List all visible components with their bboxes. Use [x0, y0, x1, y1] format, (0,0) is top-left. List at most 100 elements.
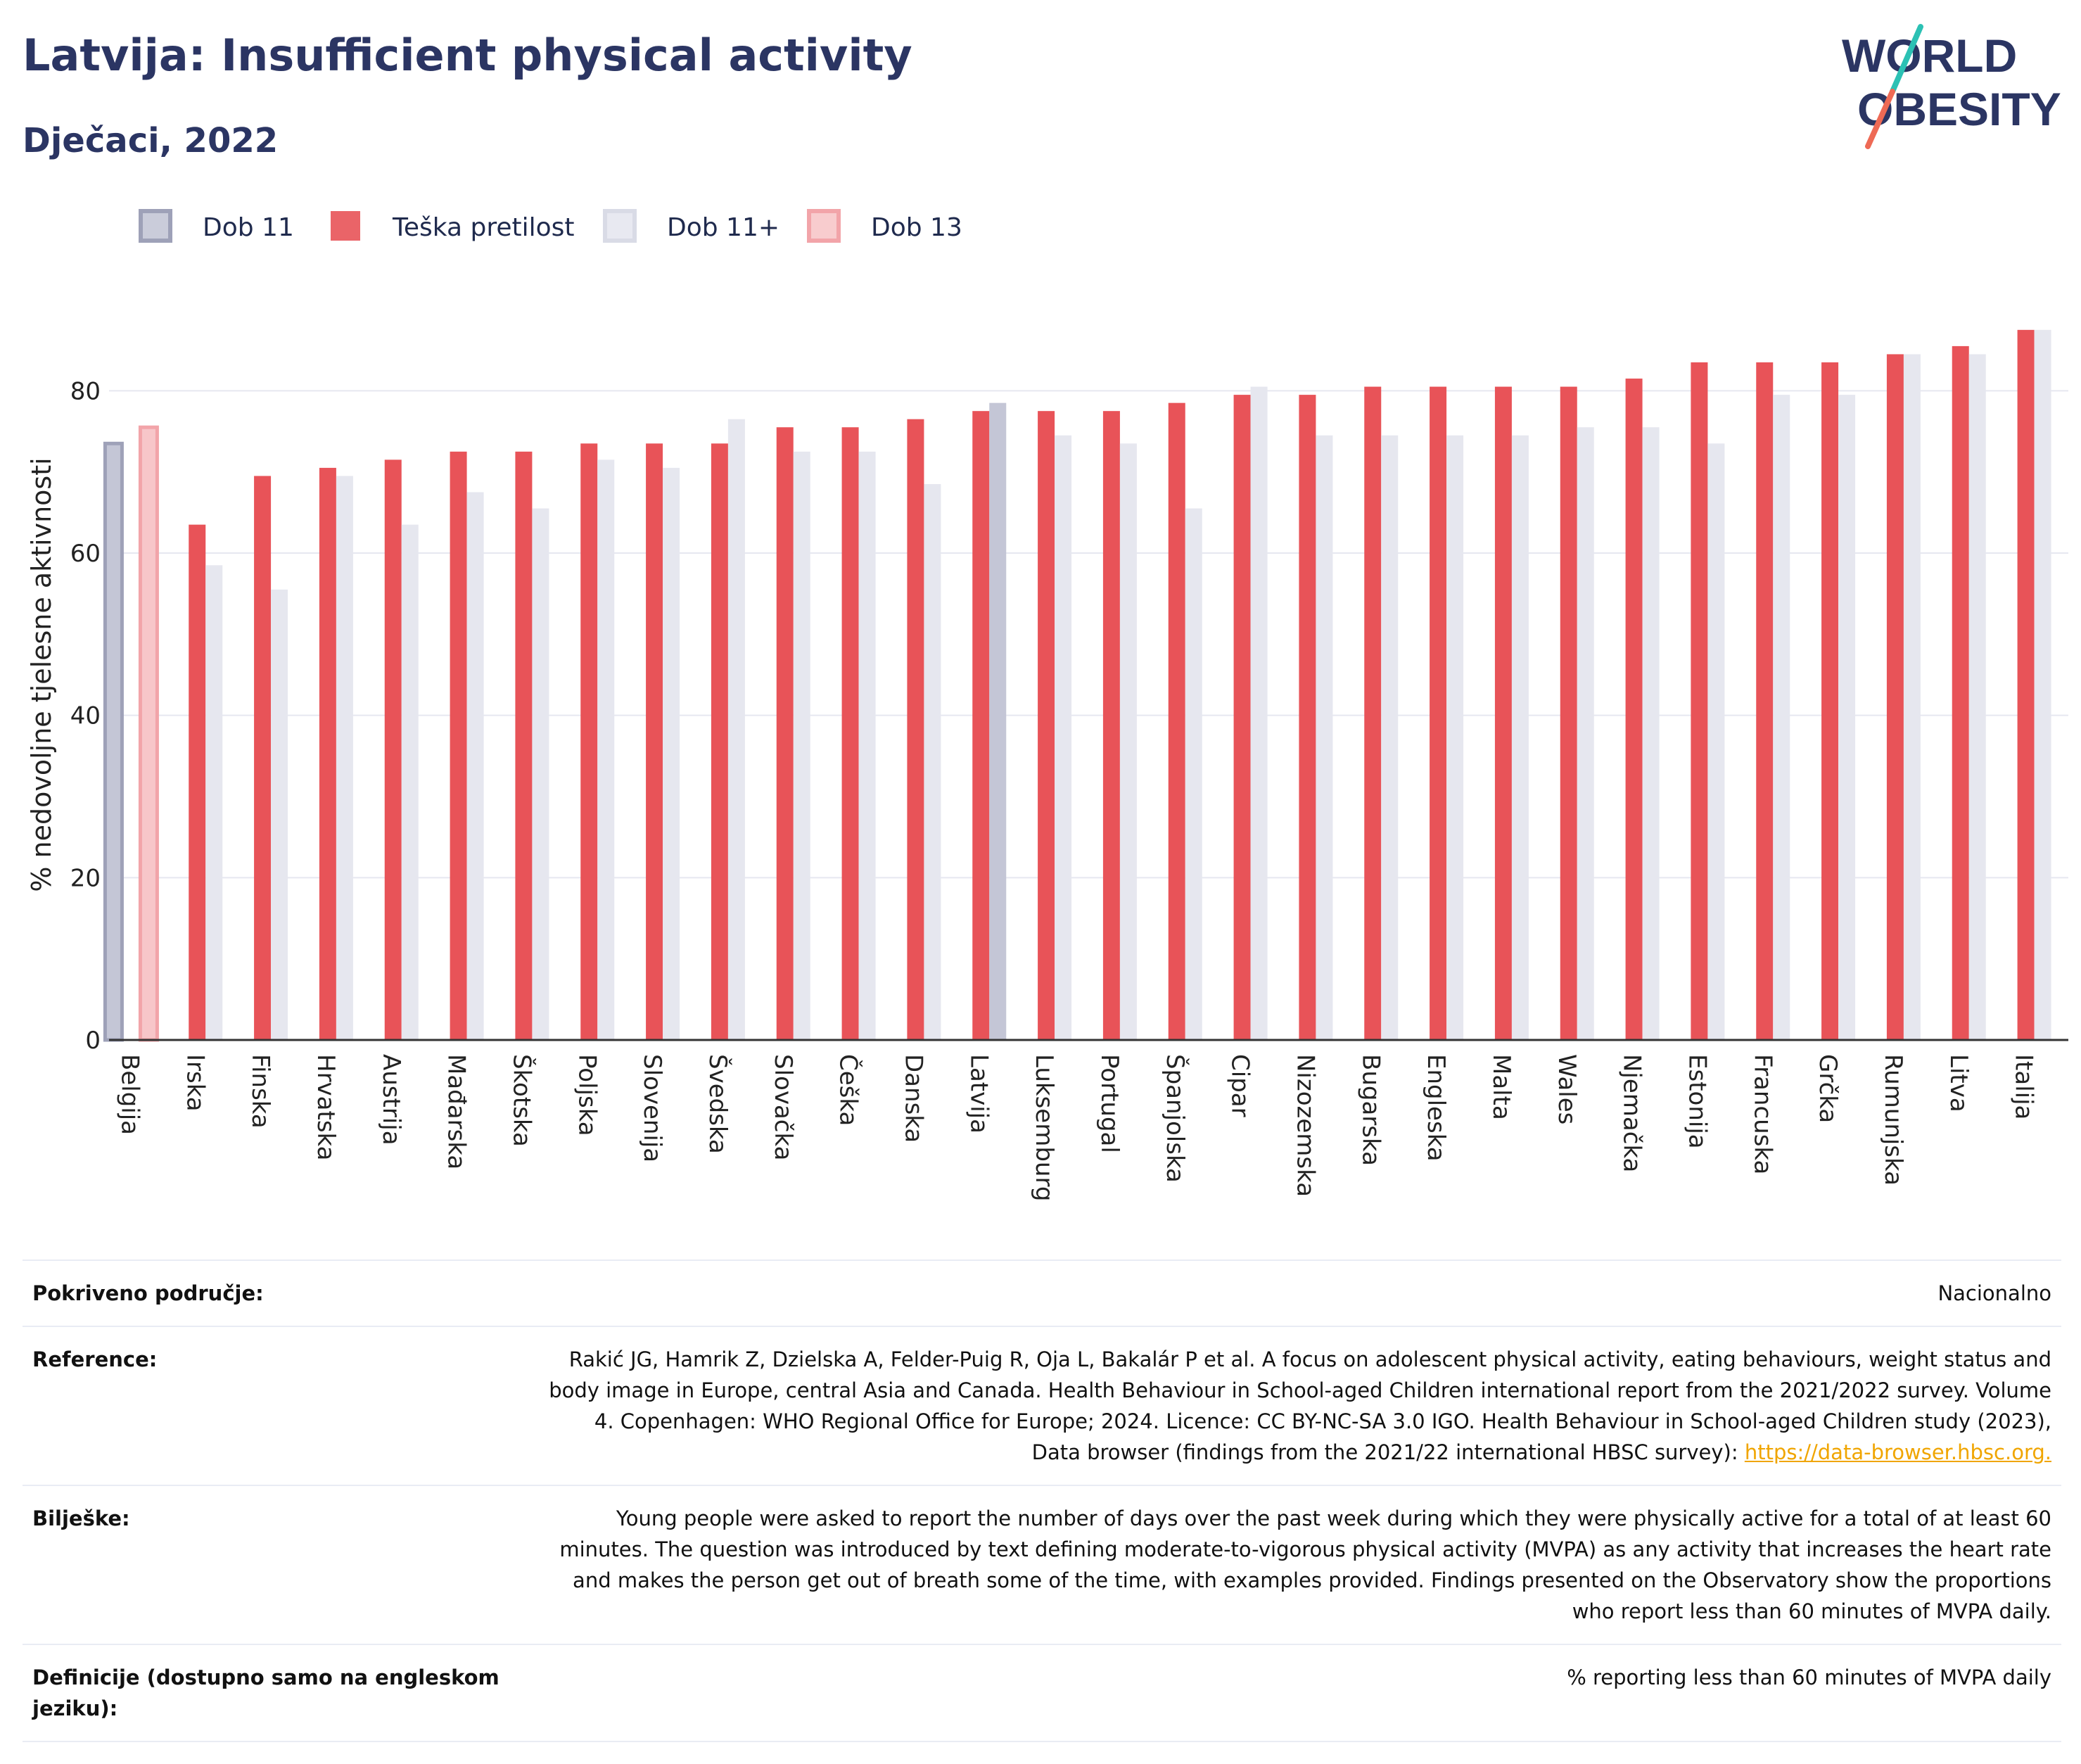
bar-teska-14: [1038, 411, 1055, 1040]
reference-link[interactable]: https://data-browser.hbsc.org.: [1744, 1440, 2051, 1464]
bar-teska-28: [1952, 345, 1969, 1040]
bar-dob11plus-4: [401, 524, 419, 1040]
bar-dob11plus-21: [1511, 435, 1529, 1040]
x-tick-label: Austrija: [377, 1054, 405, 1146]
page-subtitle: Dječaci, 2022: [23, 121, 279, 160]
y-tick-label: 0: [85, 1027, 101, 1055]
x-tick-label: Malta: [1487, 1054, 1515, 1120]
notes-value: Young people were asked to report the nu…: [559, 1506, 2051, 1623]
y-tick-label: 40: [70, 702, 101, 730]
x-tick-label: Rumunjska: [1879, 1054, 1907, 1186]
x-tick-label: Grčka: [1814, 1054, 1842, 1123]
bar-teska-5: [450, 451, 467, 1040]
x-tick-label: Francuska: [1748, 1054, 1776, 1174]
definitions-value: % reporting less than 60 minutes of MVPA…: [1567, 1665, 2051, 1689]
x-tick-label: Danska: [899, 1054, 927, 1143]
bar-dob11plus-5: [466, 492, 484, 1040]
bar-teska-27: [1886, 354, 1904, 1040]
bar-dob11plus-27: [1903, 354, 1921, 1040]
coverage-value: Nacionalno: [1937, 1281, 2051, 1305]
world-obesity-logo: WORLD OBESITY: [1842, 24, 2061, 149]
legend-swatch-dob11plus: [603, 209, 637, 243]
metadata-table: Pokriveno područje: Nacionalno Reference…: [23, 1259, 2061, 1742]
bar-teska-29: [2017, 329, 2035, 1040]
bar-dob13-0: [138, 425, 159, 1042]
x-tick-label: Italija: [2010, 1054, 2038, 1119]
legend-label-teska: Teška pretilost: [392, 213, 575, 242]
bar-dob11plus-12: [924, 483, 941, 1040]
reference-label: Reference:: [32, 1347, 158, 1371]
bar-dob11plus-14: [1055, 435, 1072, 1040]
bar-dob11plus-23: [1642, 427, 1660, 1040]
x-tick-label: Španjolska: [1161, 1054, 1190, 1183]
legend-label-dob11: Dob 11: [203, 213, 294, 242]
y-tick-label: 80: [70, 377, 101, 405]
legend-label-dob13: Dob 13: [871, 213, 962, 242]
bar-dob11plus-22: [1577, 427, 1594, 1040]
reference-cell: Rakić JG, Hamrik Z, Dzielska A, Felder-P…: [535, 1326, 2061, 1485]
bar-teska-26: [1821, 362, 1839, 1040]
definitions-label: Definicije (dostupno samo na engleskom j…: [32, 1665, 499, 1720]
meta-row-notes: Bilješke: Young people were asked to rep…: [23, 1485, 2061, 1644]
logo-slash-coral: [1865, 89, 1895, 149]
bar-dob11plus-16: [1185, 508, 1202, 1040]
logo-slash-teal: [1890, 24, 1923, 94]
legend-swatch-dob13: [807, 209, 841, 243]
legend-label-dob11plus: Dob 11+: [667, 213, 779, 242]
bar-teska-3: [319, 467, 336, 1040]
bar-dob11-0: [103, 441, 124, 1042]
bar-teska-11: [841, 427, 859, 1040]
x-tick-label: Latvija: [965, 1054, 993, 1134]
x-tick-label: Estonija: [1683, 1054, 1711, 1149]
bar-dob11plus-9: [727, 419, 745, 1040]
bar-teska-12: [907, 419, 924, 1040]
bar-teska-7: [580, 443, 598, 1040]
bar-dob11plus-29: [2034, 329, 2051, 1040]
x-tick-label: Irska: [181, 1054, 209, 1112]
bar-dob11plus-28: [1968, 354, 1986, 1040]
bar-dob11plus-17: [1250, 386, 1268, 1040]
bar-teska-23: [1625, 379, 1643, 1040]
coverage-label: Pokriveno područje:: [32, 1281, 264, 1305]
bar-teska-2: [254, 476, 272, 1040]
reference-value: Rakić JG, Hamrik Z, Dzielska A, Felder-P…: [549, 1347, 2051, 1464]
bar-teska-15: [1102, 411, 1120, 1040]
x-tick-label: Češka: [834, 1054, 863, 1126]
bar-teska-8: [646, 443, 663, 1040]
notes-label: Bilješke:: [32, 1506, 130, 1530]
x-tick-label: Finska: [246, 1054, 274, 1129]
bar-teska-9: [711, 443, 728, 1040]
bar-teska-24: [1691, 362, 1708, 1040]
legend-swatch-teska: [331, 211, 360, 241]
meta-row-reference: Reference: Rakić JG, Hamrik Z, Dzielska …: [23, 1326, 2061, 1485]
x-tick-label: Bugarska: [1356, 1054, 1385, 1166]
bar-teska-6: [515, 451, 533, 1040]
x-tick-label: Portugal: [1095, 1054, 1124, 1153]
x-tick-label: Nizozemska: [1291, 1054, 1319, 1197]
x-tick-label: Njemačka: [1618, 1054, 1646, 1172]
bar-teska-20: [1430, 386, 1447, 1040]
x-tick-label: Hrvatska: [312, 1054, 340, 1160]
bar-dob11plus-25: [1773, 395, 1790, 1040]
x-tick-label: Slovenija: [638, 1054, 666, 1162]
bar-teska-21: [1494, 386, 1512, 1040]
bar-teska-16: [1168, 402, 1185, 1040]
bar-teska-10: [776, 427, 794, 1040]
bar-teska-25: [1756, 362, 1774, 1040]
y-axis-label: % nedovoljne tjelesne aktivnosti: [26, 457, 57, 891]
bar-dob11plus-3: [336, 476, 353, 1040]
meta-row-coverage: Pokriveno područje: Nacionalno: [23, 1260, 2061, 1326]
x-tick-label: Poljska: [573, 1054, 601, 1136]
x-tick-label: Cipar: [1226, 1054, 1254, 1117]
bar-dob11plus-6: [532, 508, 549, 1040]
bar-dob11plus-1: [205, 565, 223, 1040]
legend-swatch-dob11: [139, 209, 172, 243]
bar-dob11plus-24: [1707, 443, 1725, 1040]
bar-dob11-13: [989, 402, 1007, 1040]
x-tick-label: Mađarska: [443, 1054, 471, 1169]
bar-chart: Dob 11 Teška pretilost Dob 11+ Dob 13 0 20 40 6…: [26, 209, 2068, 1201]
x-tick-label: Švedska: [704, 1054, 732, 1154]
x-tick-label: Slovačka: [769, 1054, 797, 1160]
bar-teska-4: [384, 459, 402, 1040]
bar-teska-13: [972, 411, 990, 1040]
